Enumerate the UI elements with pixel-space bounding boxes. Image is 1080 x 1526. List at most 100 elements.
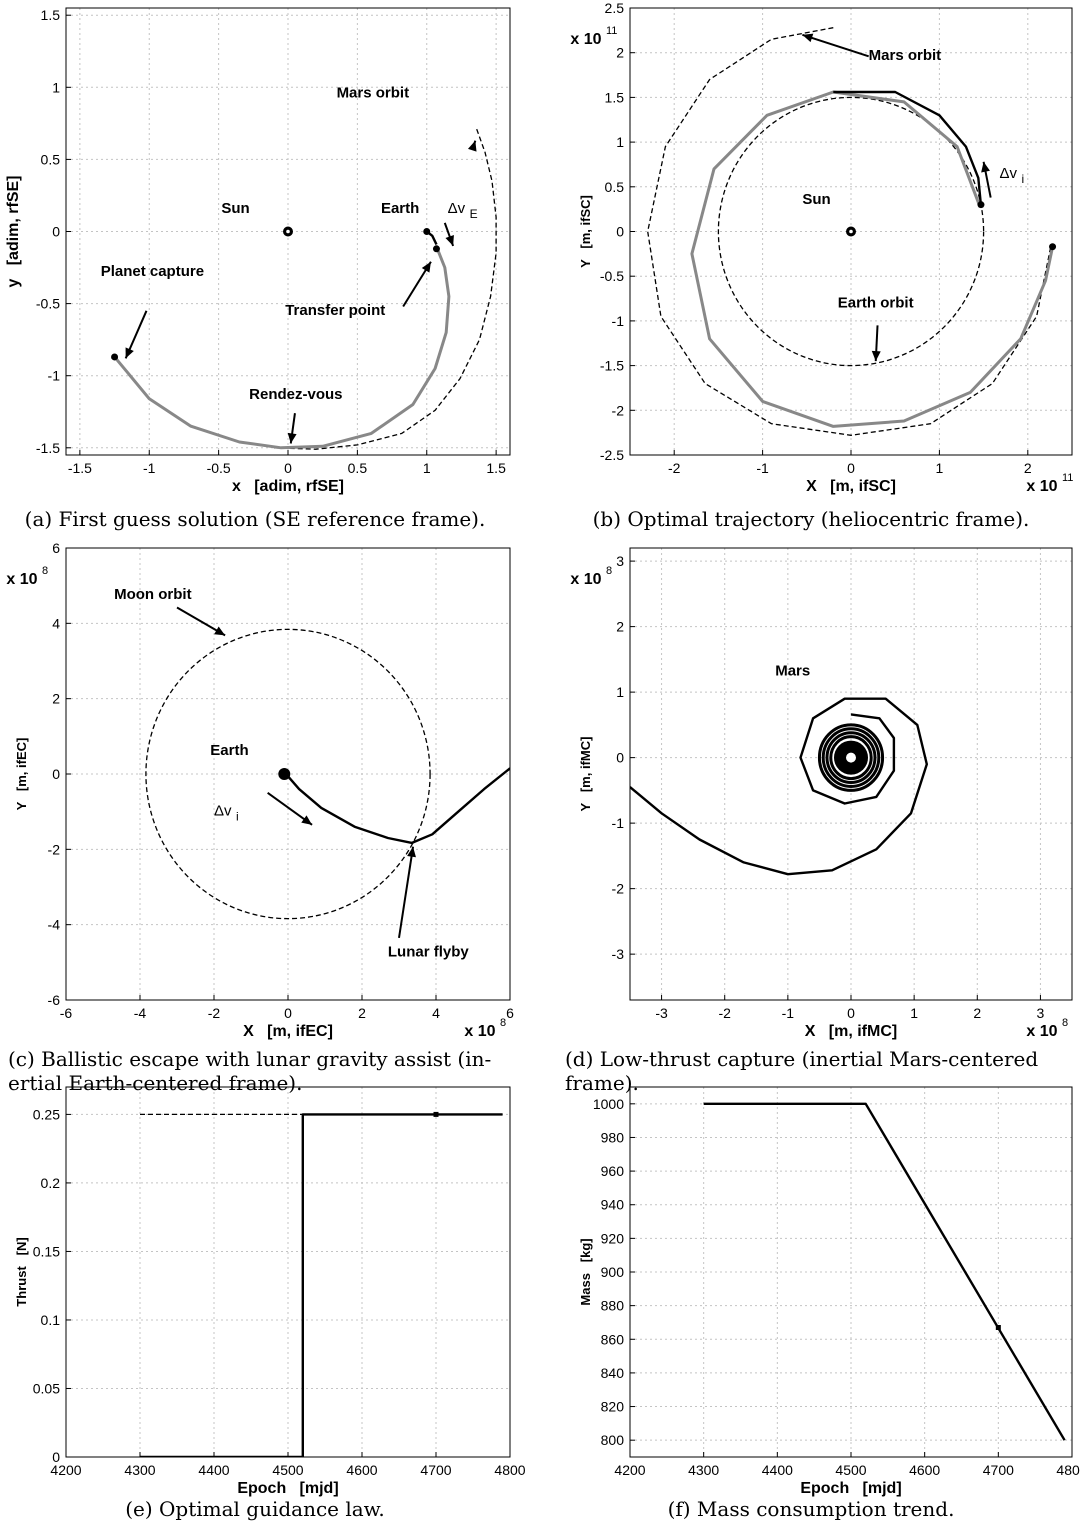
series-1-line: [647, 27, 1052, 436]
annotation-label: Earth orbit: [838, 294, 914, 311]
x-tick-label: 3: [1037, 1005, 1045, 1021]
y-tick-label: 0.15: [33, 1243, 60, 1259]
x-tick-label: 4400: [762, 1462, 793, 1478]
x-tick-label: 2: [1024, 460, 1032, 476]
y-axis-label: y [adim, rfSE]: [5, 175, 22, 287]
sun-marker-center: [849, 229, 853, 234]
x-tick-label: 2: [358, 1005, 366, 1021]
y-exponent-power: 11: [606, 25, 617, 37]
y-tick-label: 840: [601, 1365, 625, 1381]
x-tick-label: 1: [910, 1005, 918, 1021]
figure-caption: (a) First guess solution (SE reference f…: [25, 507, 486, 531]
plot-area: [140, 1111, 503, 1457]
y-tick-label: 1.5: [41, 7, 61, 23]
y-axis-label: Y [m, ifMC]: [578, 737, 593, 812]
annotation-label: Rendez-vous: [249, 386, 342, 403]
x-tick-label: -6: [60, 1005, 73, 1021]
chart-panel-b: -2 -1 0 1 2 2.5 2 1.5 1 0.5 0 -0.5 -1 -1.5 -2 -2.5 X [m,…: [570, 0, 1073, 531]
chart-panel-c: -6 -4 -2 0 2 4 6 6 4 2 0 -2 -4 -6 X [m, ifEC] Y [m, ifE…: [6, 540, 514, 1095]
y-tick-label: 0.5: [605, 179, 625, 195]
y-axis-label: Y [m, ifEC]: [14, 738, 29, 811]
annotation-label: Sun: [802, 191, 830, 208]
point-marker: [423, 228, 431, 235]
delta-v-label: Δv: [1000, 165, 1018, 182]
series-0-line: [274, 128, 497, 450]
y-tick-label: 2.5: [605, 0, 625, 16]
point-marker: [977, 201, 985, 209]
y-tick-label: 820: [601, 1399, 625, 1415]
x-tick-label: 1.5: [486, 460, 506, 476]
point-marker: [1049, 243, 1057, 251]
y-tick-label: 0.1: [41, 1312, 61, 1328]
y-tick-label: -3: [612, 946, 625, 962]
y-axis-label: Y [m, ifSC]: [578, 195, 593, 268]
annotation-arrow-head: [125, 347, 134, 359]
annotation-arrow-head: [301, 815, 313, 825]
point-marker: [111, 353, 119, 361]
y-tick-label: 0.5: [41, 151, 61, 167]
y-tick-label: 980: [601, 1129, 625, 1145]
y-tick-label: 0.2: [41, 1175, 61, 1191]
y-exponent-label: x 10: [570, 31, 601, 48]
y-tick-label: 860: [601, 1331, 625, 1347]
x-tick-label: 1: [423, 460, 431, 476]
delta-v-label: Δv: [448, 200, 466, 217]
y-tick-label: -2: [612, 881, 625, 897]
y-tick-label: -1.5: [36, 440, 60, 456]
x-tick-label: 6: [506, 1005, 514, 1021]
annotation-arrow-head: [981, 161, 990, 173]
y-tick-label: 920: [601, 1230, 625, 1246]
y-tick-label: 1: [52, 79, 60, 95]
y-tick-label: 2: [616, 45, 624, 61]
annotation-label: Earth: [210, 742, 248, 759]
y-tick-label: -1: [612, 313, 625, 329]
y-tick-label: 1: [616, 134, 624, 150]
annotation-arrow-head: [407, 846, 416, 858]
y-tick-label: 0.25: [33, 1106, 60, 1122]
annotation-arrow-head: [445, 234, 454, 246]
point-marker: [432, 245, 440, 253]
x-tick-label: 4400: [198, 1462, 229, 1478]
figure-caption: ertial Earth-centered frame).: [8, 1071, 302, 1095]
x-axis-label: X [m, ifSC]: [806, 478, 896, 495]
y-tick-label: -1: [612, 815, 625, 831]
x-tick-label: 0: [284, 1005, 292, 1021]
plot-area: [647, 27, 1057, 436]
annotation-arrow-head: [467, 140, 477, 152]
series-2-line: [690, 90, 1055, 428]
y-tick-label: 2: [52, 691, 60, 707]
y-tick-label: 1.5: [605, 89, 625, 105]
y-tick-label: 880: [601, 1298, 625, 1314]
y-tick-label: -2: [48, 841, 61, 857]
x-axis-label: Epoch [mjd]: [237, 1480, 338, 1497]
x-exponent-power: 8: [1062, 1017, 1068, 1029]
annotation-arrow-head: [802, 33, 814, 43]
annotation-label: Mars orbit: [869, 47, 942, 64]
x-tick-label: 0: [284, 460, 292, 476]
y-tick-label: 960: [601, 1163, 625, 1179]
y-tick-label: 940: [601, 1197, 625, 1213]
x-tick-label: -2: [208, 1005, 221, 1021]
x-tick-label: 4500: [272, 1462, 303, 1478]
x-axis-label: Epoch [mjd]: [800, 1480, 901, 1497]
x-tick-label: 4600: [346, 1462, 377, 1478]
figure-caption: (d) Low-thrust capture (inertial Mars-ce…: [565, 1047, 1038, 1071]
y-tick-label: 6: [52, 540, 60, 556]
plot-area: [630, 697, 928, 876]
annotation-arrow-line: [802, 33, 869, 58]
x-tick-label: -3: [655, 1005, 668, 1021]
x-exponent-power: 8: [500, 1017, 506, 1029]
x-tick-label: -4: [134, 1005, 147, 1021]
x-exponent-label: x 10: [464, 1023, 495, 1040]
annotation-label: Moon orbit: [114, 586, 191, 603]
y-exponent-power: 8: [42, 565, 48, 577]
x-tick-label: 4800: [494, 1462, 525, 1478]
delta-v-label: Δv: [214, 802, 232, 819]
y-tick-label: -2: [612, 402, 625, 418]
x-axis-label: x [adim, rfSE]: [232, 478, 344, 495]
y-tick-label: -0.5: [600, 268, 624, 284]
annotation-label: Mars orbit: [337, 84, 410, 101]
plot-area: [111, 128, 497, 450]
figure-caption: frame).: [565, 1071, 639, 1095]
